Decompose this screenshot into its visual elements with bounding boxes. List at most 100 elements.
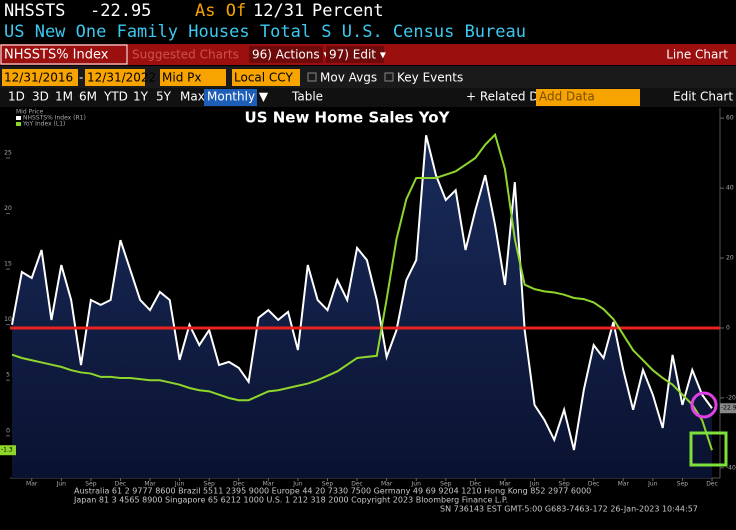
x-tick-label: Mar bbox=[618, 481, 630, 488]
x-tick-label: Dec bbox=[351, 481, 363, 488]
security[interactable]: NHSSTS% Index bbox=[4, 48, 109, 63]
chart-title: US New Home Sales YoY bbox=[245, 109, 451, 127]
chart: 0 5 10 15 20 25 -40 -20 0 20 40 60 Mar Jun Sep Dec Mar Ju… bbox=[0, 108, 736, 488]
table[interactable]: Table bbox=[291, 90, 323, 104]
last-value: -22.95 bbox=[90, 1, 151, 21]
y-tick-label: 20 bbox=[4, 205, 12, 212]
x-tick-label: Jun bbox=[56, 481, 67, 488]
start-date[interactable]: 12/31/2016 bbox=[4, 71, 73, 85]
end-box[interactable] bbox=[85, 69, 145, 86]
y2-tick-label: 40 bbox=[726, 185, 734, 192]
x-tick-label: Sep bbox=[677, 481, 689, 488]
x-tick-label: Dec bbox=[706, 481, 718, 488]
x-tick-label: Jun bbox=[529, 481, 540, 488]
x-tick-label: Mar bbox=[263, 481, 275, 488]
x-tick-label: Sep bbox=[85, 481, 97, 488]
period-button[interactable]: 3D bbox=[32, 90, 49, 104]
key-events[interactable]: Key Events bbox=[397, 71, 463, 85]
end-date[interactable]: 12/31/2022 bbox=[87, 71, 156, 85]
legend-swatch bbox=[16, 116, 21, 120]
description: US New One Family Houses Total S U.S. Ce… bbox=[4, 22, 526, 42]
footer-line: SN 736143 EST GMT-5:00 G683-7463-172 26-… bbox=[440, 505, 698, 514]
edit-button[interactable] bbox=[326, 46, 384, 63]
x-tick-label: Dec bbox=[470, 481, 482, 488]
footer-line: Australia 61 2 9777 8600 Brazil 5511 239… bbox=[74, 487, 591, 496]
last-value-box bbox=[0, 445, 16, 456]
y2-tick-label: 60 bbox=[726, 115, 734, 122]
x-tick-label: Jun bbox=[411, 481, 422, 488]
price-box[interactable] bbox=[160, 69, 226, 86]
actions-button[interactable] bbox=[249, 46, 323, 63]
edit-chart[interactable]: Edit Chart bbox=[673, 90, 733, 104]
frequency-box[interactable] bbox=[204, 89, 257, 106]
x-tick-label: Mar bbox=[499, 481, 511, 488]
related-data[interactable]: + Related Data bbox=[466, 90, 558, 104]
highlight-box bbox=[689, 431, 728, 467]
view-type[interactable]: Line Chart bbox=[666, 48, 728, 62]
period-button[interactable]: YTD bbox=[103, 90, 128, 104]
x-tick-label: Sep bbox=[558, 481, 570, 488]
highlight-circle bbox=[690, 391, 718, 419]
y2-tick-label: -40 bbox=[726, 464, 736, 471]
checkbox[interactable] bbox=[307, 72, 317, 82]
last-value-label: -1.3 bbox=[1, 447, 13, 454]
y2-tick-label: -20 bbox=[726, 394, 736, 401]
x-tick-label: Mar bbox=[144, 481, 156, 488]
price[interactable]: Mid Px bbox=[162, 71, 201, 85]
suggested-charts[interactable]: Suggested Charts bbox=[132, 48, 239, 62]
area bbox=[12, 135, 712, 478]
legend-swatch bbox=[16, 122, 21, 126]
footer-line: Japan 81 3 4565 8900 Singapore 65 6212 1… bbox=[73, 496, 508, 505]
footer: Australia 61 2 9777 8600 Brazil 5511 239… bbox=[73, 487, 698, 514]
security-box[interactable] bbox=[0, 44, 128, 65]
period-button[interactable]: 1Y bbox=[133, 90, 149, 104]
x-tick-label: Sep bbox=[322, 481, 334, 488]
x-tick-label: Dec bbox=[233, 481, 245, 488]
legend-title: Mid Price bbox=[16, 109, 44, 116]
units: Percent bbox=[312, 1, 384, 21]
as-of-date: 12/31 bbox=[253, 1, 304, 21]
currency-box[interactable] bbox=[232, 69, 300, 86]
start-box[interactable] bbox=[2, 69, 78, 86]
x-tick-label: Sep bbox=[204, 481, 216, 488]
legend-label: NHSSTS% Index (R1) bbox=[23, 115, 86, 122]
y-tick-label: 15 bbox=[4, 261, 12, 268]
y2-tick-label: 0 bbox=[726, 324, 730, 331]
x-tick-label: Jun bbox=[292, 481, 303, 488]
y-tick-label: 5 bbox=[6, 372, 10, 379]
add-data[interactable]: Add Data bbox=[539, 90, 595, 104]
last-value-box bbox=[720, 403, 736, 414]
y-tick-label: 25 bbox=[4, 150, 12, 157]
edit[interactable]: 97) Edit ▾ bbox=[329, 48, 386, 62]
periods: 1D 3D 1M 6M YTD 1Y 5Y Max bbox=[8, 90, 205, 104]
actions[interactable]: 96) Actions ▾ bbox=[252, 48, 329, 62]
last-value-label: -22.95 bbox=[721, 405, 736, 412]
period-button[interactable]: 6M bbox=[79, 90, 97, 104]
add-data-box[interactable] bbox=[536, 89, 640, 106]
y2-tick-label: 20 bbox=[726, 255, 734, 262]
x-tick-label: Sep bbox=[440, 481, 452, 488]
ticker: NHSSTS bbox=[4, 1, 65, 21]
x-tick-label: Jun bbox=[174, 481, 185, 488]
series-line bbox=[11, 135, 713, 451]
period-button[interactable]: Max bbox=[180, 90, 205, 104]
checkbox[interactable] bbox=[384, 72, 394, 82]
x-tick-label: Mar bbox=[26, 481, 38, 488]
period-button[interactable]: 1D bbox=[8, 90, 25, 104]
period-button[interactable]: 5Y bbox=[156, 90, 172, 104]
y-tick-label: 0 bbox=[6, 427, 10, 434]
series-line bbox=[11, 132, 713, 451]
x-tick-label: Jun bbox=[647, 481, 658, 488]
as-of-label: As Of bbox=[195, 1, 246, 21]
currency[interactable]: Local CCY bbox=[234, 71, 293, 85]
y-tick-label: 10 bbox=[4, 316, 12, 323]
legend-label: YoY Index (L1) bbox=[22, 121, 65, 128]
dash: - bbox=[79, 71, 83, 85]
period-button[interactable]: 1M bbox=[55, 90, 73, 104]
x-tick-label: Dec bbox=[115, 481, 127, 488]
x-tick-label: Dec bbox=[588, 481, 600, 488]
frequency[interactable]: Monthly ▼ bbox=[207, 90, 269, 104]
mov-avgs[interactable]: Mov Avgs bbox=[320, 71, 377, 85]
